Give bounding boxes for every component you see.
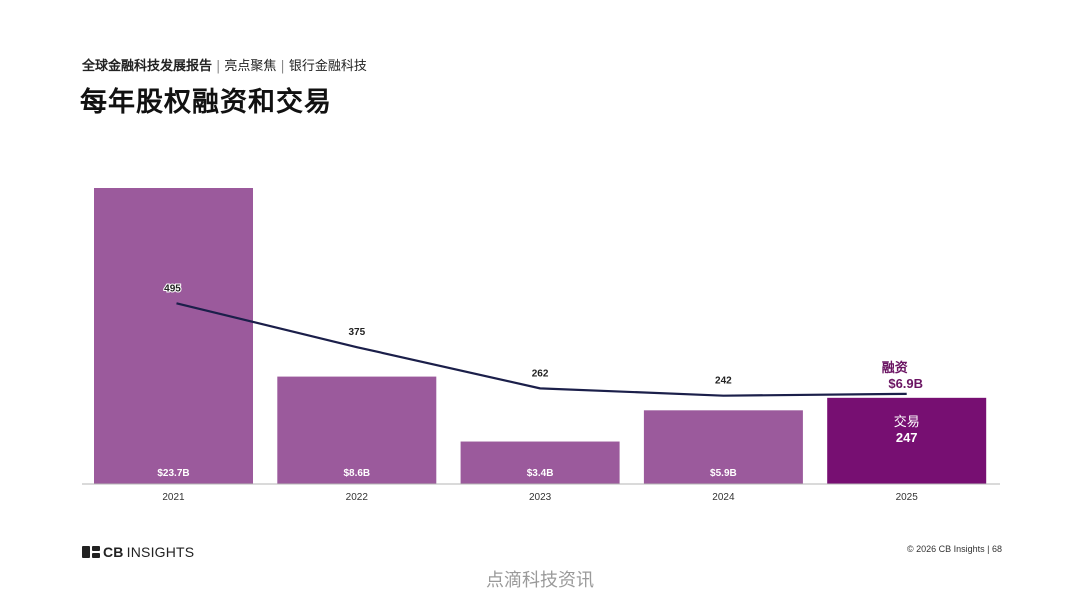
brand-insights: INSIGHTS xyxy=(126,544,195,560)
copyright: © 2026 CB Insights | 68 xyxy=(906,544,1002,554)
topic-name: 银行金融科技 xyxy=(288,59,367,74)
breadcrumb: 全球金融科技发展报告 | 亮点聚焦 | 银行金融科技 xyxy=(82,55,367,74)
funding-bar-2023 xyxy=(460,441,620,484)
breadcrumb-separator: | xyxy=(216,59,221,74)
funding-bar-2025 xyxy=(827,397,987,484)
x-tick-label-2021: 2021 xyxy=(162,492,185,503)
deals-label-2024: 242 xyxy=(715,376,732,387)
brand-logo: CB INSIGHTS xyxy=(82,544,194,560)
funding-label-2023: $3.4B xyxy=(527,468,554,479)
x-tick-label-2024: 2024 xyxy=(712,492,735,503)
funding-bar-2021 xyxy=(94,188,253,484)
cb-logo-icon xyxy=(82,546,100,558)
deals-label-2023: 262 xyxy=(532,368,549,379)
funding-bar-2024 xyxy=(643,410,803,484)
deals-label-2021: 495 xyxy=(164,283,181,294)
funding-label-2021: $23.7B xyxy=(157,468,189,479)
highlight-deals-value: 247 xyxy=(896,430,918,445)
watermark: 点滴科技资讯 xyxy=(486,570,594,591)
breadcrumb-separator: | xyxy=(280,59,285,74)
funding-bar-2022 xyxy=(277,376,437,484)
brand-cb: CB xyxy=(103,544,124,560)
x-tick-label-2022: 2022 xyxy=(346,492,369,503)
highlight-funding-value: $6.9B xyxy=(888,376,923,391)
highlight-funding-title: 融资 xyxy=(882,360,908,376)
funding-label-2024: $5.9B xyxy=(710,468,737,479)
report-name: 全球金融科技发展报告 xyxy=(82,59,213,74)
highlight-deals-title: 交易 xyxy=(894,414,920,430)
funding-label-2022: $8.6B xyxy=(343,468,370,479)
x-tick-label-2023: 2023 xyxy=(529,492,552,503)
page-title: 每年股权融资和交易 xyxy=(80,87,332,118)
deals-label-2022: 375 xyxy=(348,327,365,338)
section-name: 亮点聚焦 xyxy=(224,59,277,74)
x-tick-label-2025: 2025 xyxy=(896,492,919,503)
